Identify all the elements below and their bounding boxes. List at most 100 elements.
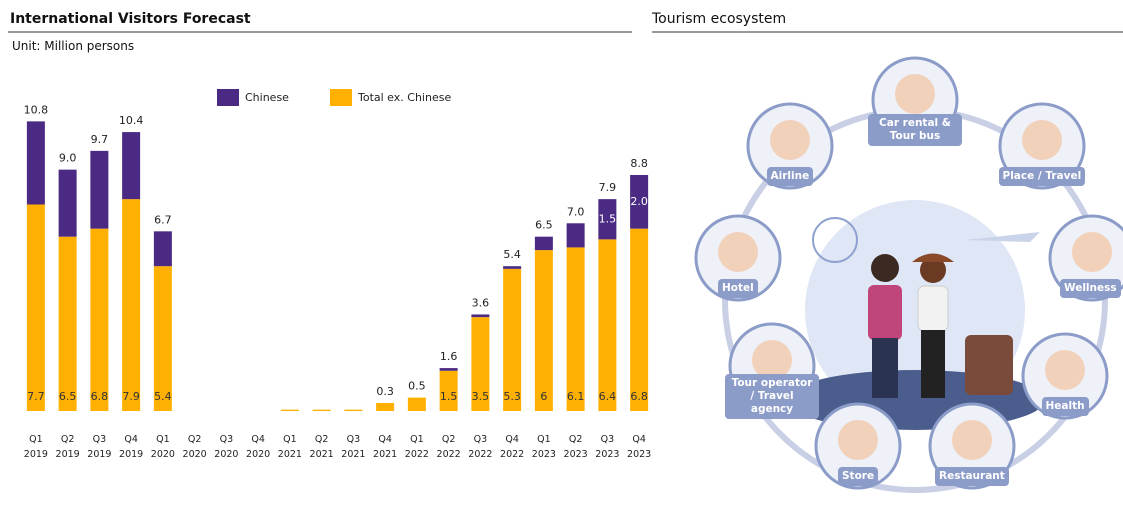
page: Chinese Total ex. Chinese 7.7 10.8 6.5 9.0 6.8… (0, 0, 1123, 506)
bar-segment (567, 247, 585, 411)
x-tick-label: Q3 2020 (211, 432, 241, 462)
value-label: 6.8 (91, 390, 109, 403)
total-label: 0.5 (408, 380, 426, 393)
bar-segment (535, 237, 553, 250)
x-tick-label: Q4 2019 (116, 432, 146, 462)
node-icon (1072, 232, 1112, 272)
bar-segment (471, 314, 489, 317)
x-tick-label: Q4 2021 (370, 432, 400, 462)
node-label: Store (838, 467, 878, 486)
value-label: 1.5 (440, 390, 458, 403)
x-tick-label: Q2 2021 (307, 432, 337, 462)
value-label: 1.5 (599, 212, 617, 225)
total-label: 6.5 (535, 219, 553, 232)
bar-segment (90, 229, 108, 411)
chart-subtitle: Unit: Million persons (12, 39, 134, 53)
x-tick-label: Q2 2022 (434, 432, 464, 462)
bar-segment (27, 121, 45, 204)
node-icon (895, 74, 935, 114)
node-icon (718, 232, 758, 272)
x-tick-label: Q1 2021 (275, 432, 305, 462)
total-label: 5.4 (503, 248, 521, 261)
value-label: 6.1 (567, 390, 585, 403)
ecosystem-title: Tourism ecosystem (652, 11, 786, 27)
person-legs (872, 338, 898, 398)
total-label: 6.7 (154, 213, 172, 226)
bar-segment (154, 231, 172, 266)
x-tick-label: Q2 2023 (561, 432, 591, 462)
bar-segment (122, 199, 140, 411)
x-tick-label: Q1 2023 (529, 432, 559, 462)
node-icon (952, 420, 992, 460)
total-label: 0.3 (376, 385, 394, 398)
bar-segment (440, 368, 458, 371)
bar-segment (59, 237, 77, 411)
bar-segment (281, 410, 299, 411)
x-tick-label: Q4 2022 (497, 432, 527, 462)
suitcase (965, 335, 1013, 395)
person-head (871, 254, 899, 282)
value-label: 6.5 (59, 390, 77, 403)
node-icon (1022, 120, 1062, 160)
value-label: 3.5 (472, 390, 490, 403)
bar-segment (408, 398, 426, 411)
x-tick-label: Q3 2022 (465, 432, 495, 462)
total-label: 7.9 (599, 181, 617, 194)
value-label: 6 (540, 390, 547, 403)
x-tick-label: Q3 2021 (338, 432, 368, 462)
x-tick-label: Q1 2022 (402, 432, 432, 462)
total-label: 7.0 (567, 205, 585, 218)
canvas: Chinese Total ex. Chinese 7.7 10.8 6.5 9.0 6.8… (0, 0, 1123, 506)
total-label: 1.6 (440, 350, 458, 363)
value-label: 5.4 (154, 390, 172, 403)
x-tick-label: Q3 2023 (592, 432, 622, 462)
x-tick-label: Q4 2020 (243, 432, 273, 462)
value-label: 2.0 (630, 195, 648, 208)
total-label: 10.8 (24, 103, 49, 116)
node-label: Car rental & Tour bus (868, 114, 962, 146)
x-tick-label: Q3 2019 (84, 432, 114, 462)
value-label: 7.9 (122, 390, 140, 403)
legend-label: Total ex. Chinese (357, 91, 451, 104)
total-label: 9.7 (91, 133, 109, 146)
legend-swatch (217, 89, 239, 106)
bar-segment (313, 410, 331, 411)
node-label: Health (1042, 397, 1089, 416)
x-tick-label: Q4 2023 (624, 432, 654, 462)
value-label: 7.7 (27, 390, 45, 403)
node-label: Place / Travel (999, 167, 1086, 186)
bar-segment (630, 229, 648, 411)
node-label: Restaurant (935, 467, 1009, 486)
x-tick-label: Q2 2020 (180, 432, 210, 462)
bar-segment (344, 410, 362, 411)
total-label: 9.0 (59, 152, 77, 165)
total-label: 8.8 (630, 157, 648, 170)
node-label: Tour operator / Travel agency (725, 374, 819, 419)
bar-segment (598, 239, 616, 411)
value-label: 5.3 (503, 390, 521, 403)
x-tick-label: Q2 2019 (53, 432, 83, 462)
node-label: Wellness (1060, 279, 1121, 298)
bar-segment (27, 205, 45, 412)
value-label: 6.8 (630, 390, 648, 403)
person-legs (921, 330, 945, 398)
node-icon (770, 120, 810, 160)
bar-segment (122, 132, 140, 199)
total-label: 3.6 (472, 296, 490, 309)
x-tick-label: Q1 2020 (148, 432, 178, 462)
person-body (868, 285, 902, 340)
legend-swatch (330, 89, 352, 106)
bar-segment (567, 223, 585, 247)
person-body (918, 286, 948, 331)
bar-segment (59, 170, 77, 237)
bar-segment (535, 250, 553, 411)
x-tick-label: Q1 2019 (21, 432, 51, 462)
bar-segment (503, 266, 521, 269)
value-label: 6.4 (599, 390, 617, 403)
total-label: 10.4 (119, 114, 144, 127)
node-label: Airline (767, 167, 814, 186)
legend-label: Chinese (245, 91, 289, 104)
node-icon (838, 420, 878, 460)
chart-title: International Visitors Forecast (10, 11, 251, 27)
bar-segment (376, 403, 394, 411)
